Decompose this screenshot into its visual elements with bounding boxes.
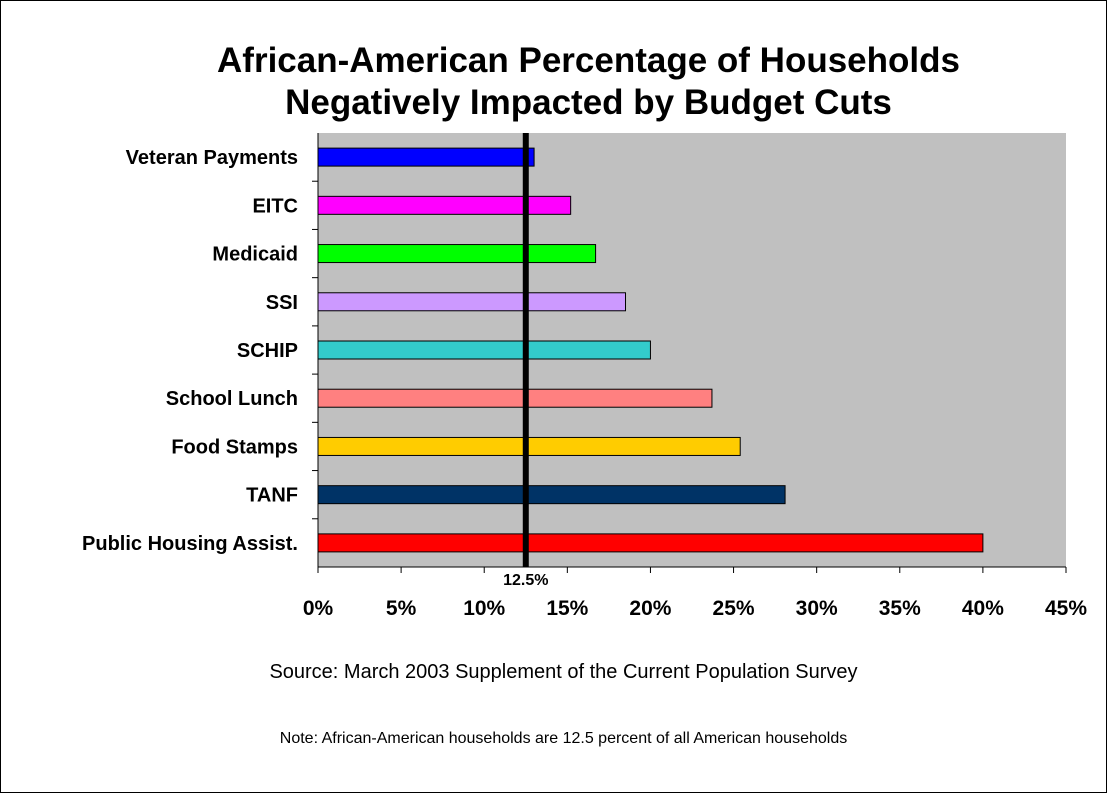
reference-line-label: 12.5% bbox=[503, 572, 548, 589]
x-tick-label: 20% bbox=[629, 597, 671, 620]
x-tick-label: 15% bbox=[546, 597, 588, 620]
x-tick-label: 0% bbox=[303, 597, 334, 620]
x-tick-label: 30% bbox=[796, 597, 838, 620]
x-tick-label: 40% bbox=[962, 597, 1004, 620]
x-tick-label: 35% bbox=[879, 597, 921, 620]
category-label-school-lunch: School Lunch bbox=[166, 388, 298, 410]
bar-medicaid bbox=[317, 244, 597, 264]
x-tick-label: 25% bbox=[713, 597, 755, 620]
chart-title-line-1: African-American Percentage of Household… bbox=[217, 41, 960, 80]
category-label-tanf: TANF bbox=[246, 485, 298, 507]
category-label-public-housing-assist: Public Housing Assist. bbox=[82, 533, 298, 555]
chart-title: African-American Percentage of Household… bbox=[0, 40, 1107, 124]
axes-group: Veteran Payments EITC Medicaid SSI SCHIP Scho… bbox=[82, 133, 1087, 620]
reference-line-group: 12.5% bbox=[503, 133, 548, 589]
category-label-eitc: EITC bbox=[252, 195, 298, 217]
note-text: Note: African-American households are 12… bbox=[279, 730, 848, 747]
chart-title-line-2: Negatively Impacted by Budget Cuts bbox=[285, 83, 892, 122]
x-tick-label: 45% bbox=[1045, 597, 1087, 620]
category-label-medicaid: Medicaid bbox=[212, 244, 298, 266]
bar-veteran-payments bbox=[317, 147, 535, 167]
category-label-ssi: SSI bbox=[266, 292, 298, 314]
bars-group bbox=[317, 147, 984, 553]
bar-food-stamps bbox=[317, 436, 741, 456]
category-label-schip: SCHIP bbox=[237, 340, 298, 362]
x-tick-label: 5% bbox=[386, 597, 417, 620]
bar-eitc bbox=[317, 195, 572, 215]
x-tick-label: 10% bbox=[463, 597, 505, 620]
source-text: Source: March 2003 Supplement of the Cur… bbox=[269, 661, 858, 683]
bar-school-lunch bbox=[317, 388, 713, 408]
bar-schip bbox=[317, 340, 651, 360]
category-label-food-stamps: Food Stamps bbox=[171, 436, 298, 458]
bar-tanf bbox=[317, 485, 786, 505]
bar-ssi bbox=[317, 292, 627, 312]
bar-public-housing-assist bbox=[317, 533, 984, 553]
category-label-veteran-payments: Veteran Payments bbox=[126, 147, 298, 169]
